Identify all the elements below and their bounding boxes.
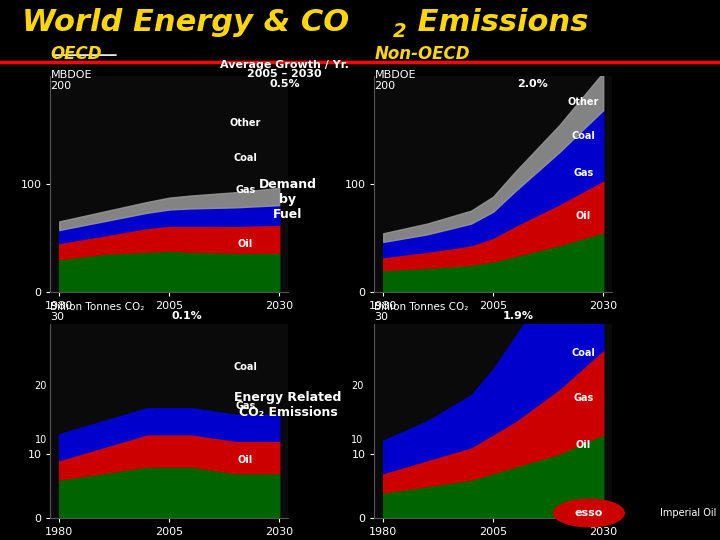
Text: 10: 10 bbox=[35, 435, 47, 445]
Text: 0.5%: 0.5% bbox=[269, 79, 300, 90]
Text: Gas: Gas bbox=[235, 401, 256, 410]
Text: Oil: Oil bbox=[238, 239, 253, 249]
Ellipse shape bbox=[554, 499, 624, 527]
Text: 0.1%: 0.1% bbox=[172, 310, 202, 321]
Text: Demand
by
Fuel: Demand by Fuel bbox=[259, 178, 317, 221]
Text: 30: 30 bbox=[374, 312, 388, 322]
Text: Gas: Gas bbox=[573, 168, 593, 178]
Text: Imperial Oil: Imperial Oil bbox=[660, 508, 716, 518]
Text: 2: 2 bbox=[392, 22, 406, 40]
Text: Non-OECD: Non-OECD bbox=[374, 45, 470, 63]
Text: 20: 20 bbox=[35, 381, 47, 391]
Text: Billion Tonnes CO₂: Billion Tonnes CO₂ bbox=[50, 302, 145, 313]
Text: Average Growth / Yr.: Average Growth / Yr. bbox=[220, 59, 348, 70]
Text: 200: 200 bbox=[50, 81, 71, 91]
Text: Emissions: Emissions bbox=[407, 8, 588, 37]
Text: 30: 30 bbox=[50, 312, 64, 322]
Text: 200: 200 bbox=[374, 81, 395, 91]
Text: Billion Tonnes CO₂: Billion Tonnes CO₂ bbox=[374, 302, 469, 313]
Text: MBDOE: MBDOE bbox=[374, 70, 416, 80]
Text: Oil: Oil bbox=[576, 440, 591, 449]
Text: OECD: OECD bbox=[50, 45, 102, 63]
Text: 2.0%: 2.0% bbox=[518, 79, 548, 90]
Text: Oil: Oil bbox=[238, 455, 253, 465]
Text: Coal: Coal bbox=[572, 131, 595, 141]
Text: World Energy & CO: World Energy & CO bbox=[22, 8, 348, 37]
Text: esso: esso bbox=[575, 508, 603, 518]
Text: Gas: Gas bbox=[573, 393, 593, 403]
Text: Other: Other bbox=[568, 97, 599, 106]
Text: MBDOE: MBDOE bbox=[50, 70, 92, 80]
Text: Coal: Coal bbox=[572, 348, 595, 358]
Text: 2005 – 2030: 2005 – 2030 bbox=[247, 69, 322, 79]
Text: 20: 20 bbox=[351, 381, 364, 391]
Text: Oil: Oil bbox=[576, 211, 591, 221]
Text: Energy Related
CO₂ Emissions: Energy Related CO₂ Emissions bbox=[234, 391, 342, 419]
Text: Coal: Coal bbox=[233, 153, 257, 163]
Text: Coal: Coal bbox=[233, 362, 257, 372]
Text: 1.9%: 1.9% bbox=[503, 310, 534, 321]
Text: 10: 10 bbox=[351, 435, 364, 445]
Text: Gas: Gas bbox=[235, 185, 256, 195]
Text: Other: Other bbox=[230, 118, 261, 128]
